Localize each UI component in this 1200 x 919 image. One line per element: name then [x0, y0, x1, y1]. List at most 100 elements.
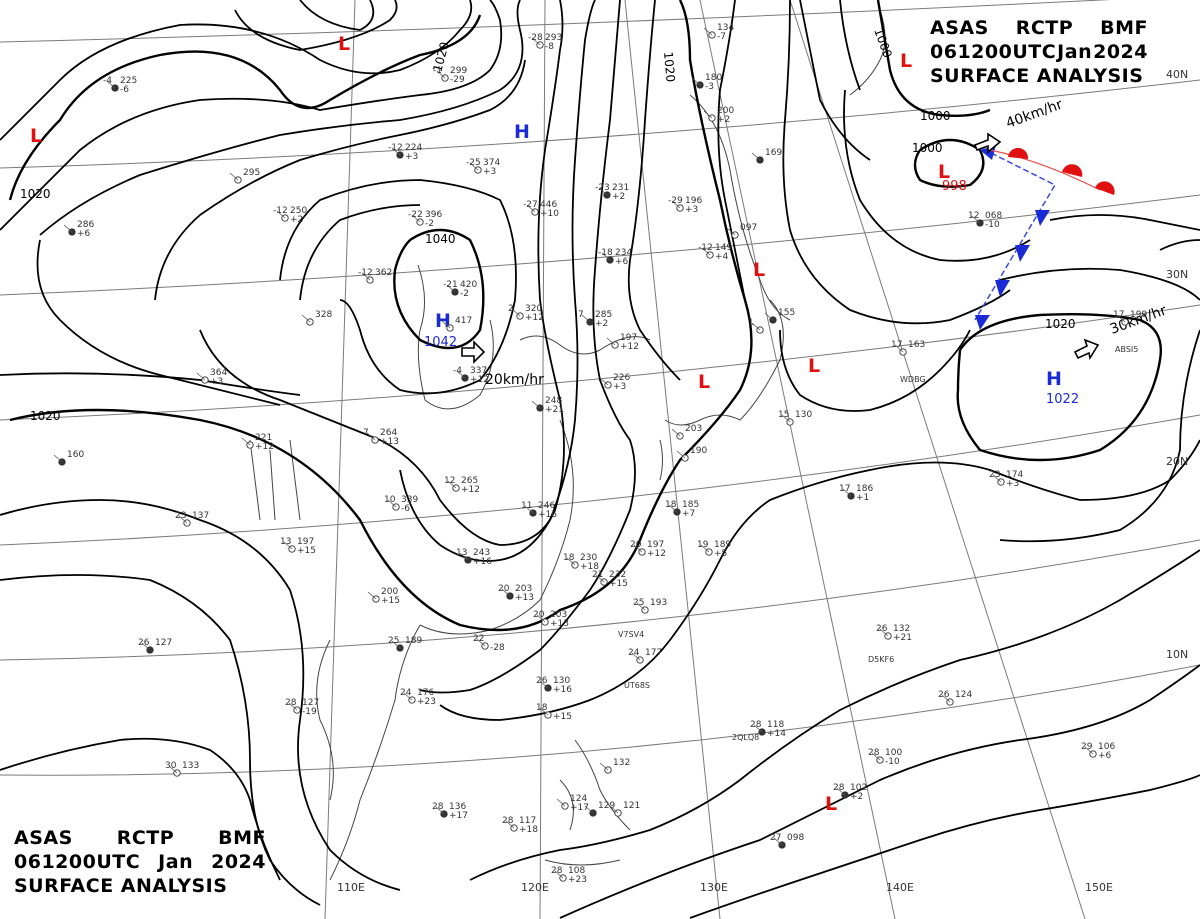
- wind-barb-icon: [633, 544, 643, 553]
- station-plot: 21 232+15: [592, 570, 628, 589]
- wind-barb-icon: [524, 505, 534, 514]
- station-pressure: 169: [765, 148, 782, 158]
- station-pressure: 163: [908, 340, 925, 350]
- station-plot: 132: [599, 758, 630, 774]
- station-plot: 121: [609, 801, 640, 817]
- wind-barb-icon: [391, 147, 401, 156]
- station-temperature: 10: [384, 495, 396, 505]
- station-pressure: 137: [192, 511, 209, 521]
- station-plot: 295: [229, 168, 260, 184]
- station-pressure: 243: [473, 548, 490, 558]
- station-temperature: 28: [551, 866, 563, 876]
- station-plot: -12 149+4: [698, 243, 732, 262]
- station-temperature: 17: [891, 340, 902, 350]
- latitude-label: 20N: [1166, 455, 1188, 468]
- wind-barb-icon: [871, 752, 881, 761]
- station-tendency: -7: [717, 32, 726, 42]
- wind-barb-icon: [584, 805, 594, 814]
- station-temperature: -12: [388, 143, 403, 153]
- station-plot: 160: [53, 450, 84, 466]
- station-temperature: 2: [508, 304, 514, 314]
- station-plot: 364+3: [196, 368, 227, 387]
- station-temperature: 28: [833, 783, 845, 793]
- station-plot: 124+17: [556, 794, 589, 813]
- station-tendency: +21: [545, 405, 564, 415]
- high-pressure-value: 1042: [424, 335, 457, 350]
- station-tendency: +18: [519, 825, 538, 835]
- station-pressure: 124: [955, 690, 972, 700]
- station-pressure: 068: [985, 211, 1002, 221]
- station-temperature: -4: [103, 76, 112, 86]
- ship-call: V7SV4: [618, 630, 644, 639]
- header-time: 2024: [211, 851, 266, 873]
- station-pressure: 106: [1098, 742, 1115, 752]
- header-time: Jan: [158, 851, 194, 873]
- station-tendency: -2: [425, 219, 434, 229]
- header-top-right: ASAS RCTP BMF 061200UTC Jan 2024 SURFACE…: [930, 16, 1148, 88]
- isobar-label: 1020: [20, 187, 51, 201]
- wind-barb-icon: [566, 557, 576, 566]
- wind-barb-icon: [701, 247, 711, 256]
- isobar-label: 1000: [920, 109, 951, 123]
- wind-barb-icon: [276, 210, 286, 219]
- station-plot: 20 197+12: [630, 540, 666, 559]
- station-plot: 417: [441, 316, 472, 332]
- warm-front: [989, 147, 1115, 195]
- station-pressure: 221: [255, 433, 272, 443]
- station-pressure: 420: [460, 280, 477, 290]
- station-plot: 25 189: [388, 636, 422, 652]
- station-tendency: +2: [717, 115, 730, 125]
- longitude-labels: 110E 120E 130E 140E 150E: [337, 881, 1113, 894]
- station-tendency: +2: [850, 792, 863, 802]
- station-plot: 221+12: [241, 433, 274, 452]
- station-tendency: +3: [483, 167, 496, 177]
- wind-barb-icon: [703, 27, 713, 36]
- station-plot: 26 132+21: [876, 624, 912, 643]
- header-time: Jan: [1057, 41, 1093, 63]
- isobar-label: 1000: [912, 141, 943, 155]
- high-pressure-value: 1022: [1046, 392, 1079, 407]
- station-pressure: 193: [650, 598, 667, 608]
- station-pressure: 320: [525, 304, 542, 314]
- station-pressure: 117: [519, 816, 536, 826]
- low-centers: L L L L 998 L L L L: [30, 33, 967, 815]
- wind-barb-icon: [501, 588, 511, 597]
- station-temperature: 26: [536, 676, 548, 686]
- station-temperature: -1: [433, 66, 442, 76]
- station-tendency: -19: [302, 707, 317, 717]
- station-temperature: 24: [400, 688, 412, 698]
- wind-barb-icon: [366, 432, 376, 441]
- station-plot: 200+15: [367, 587, 400, 606]
- station-tendency: +3: [210, 377, 223, 387]
- wind-barb-icon: [539, 680, 549, 689]
- station-pressure: 102: [850, 783, 867, 793]
- station-plot: -25 374+3: [466, 158, 500, 177]
- station-plot: 134-7: [703, 23, 734, 42]
- station-plot: 22 -28: [473, 634, 505, 653]
- station-plot: 18 230+18: [563, 553, 599, 572]
- station-pressure: 155: [778, 308, 795, 318]
- station-tendency: +18: [580, 562, 599, 572]
- station-temperature: -12: [358, 268, 373, 278]
- header-bottom-left: ASAS RCTP BMF 061200UTC Jan 2024 SURFACE…: [14, 826, 266, 898]
- station-pressure: 299: [450, 66, 467, 76]
- station-pressure: 130: [553, 676, 570, 686]
- ship-call: UT68S: [624, 681, 650, 690]
- station-temperature: 26: [138, 638, 150, 648]
- wind-barb-icon: [691, 77, 701, 86]
- station-pressure: 200: [717, 106, 734, 116]
- station-plot: -29 196+3: [668, 196, 702, 215]
- station-pressure: 177: [645, 648, 662, 658]
- station-pressure: 250: [290, 206, 307, 216]
- station-temperature: 28: [502, 816, 514, 826]
- station-temperature: -12: [698, 243, 713, 253]
- wind-barb-icon: [511, 308, 521, 317]
- isobar-label: 1040: [425, 232, 456, 246]
- header-time: 061200UTC: [14, 851, 141, 873]
- wind-barb-icon: [241, 437, 251, 446]
- station-plot: 20 203+13: [533, 610, 569, 629]
- wind-barb-icon: [435, 806, 445, 815]
- station-tendency: -2: [460, 289, 469, 299]
- coastlines: [249, 9, 886, 881]
- station-plot: 24 177: [628, 648, 662, 664]
